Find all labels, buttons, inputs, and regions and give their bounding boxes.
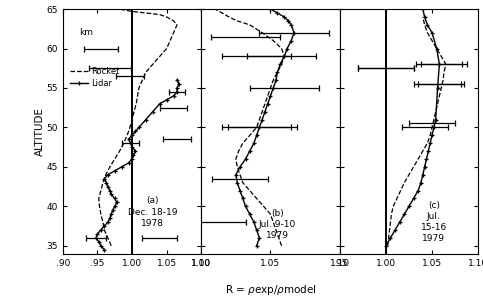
Text: (c)
Jul.
15-16
1979: (c) Jul. 15-16 1979 bbox=[421, 201, 447, 243]
Text: km: km bbox=[79, 28, 93, 37]
Text: (a)
Dec. 18-19
1978: (a) Dec. 18-19 1978 bbox=[128, 197, 178, 228]
Legend: Rocket, Lidar: Rocket, Lidar bbox=[70, 67, 120, 88]
Text: (b)
Jul. 9-10
1979: (b) Jul. 9-10 1979 bbox=[259, 209, 296, 240]
Y-axis label: ALTITUDE: ALTITUDE bbox=[35, 107, 45, 156]
Text: R = $\rho$exp/$\rho$model: R = $\rho$exp/$\rho$model bbox=[225, 283, 316, 297]
